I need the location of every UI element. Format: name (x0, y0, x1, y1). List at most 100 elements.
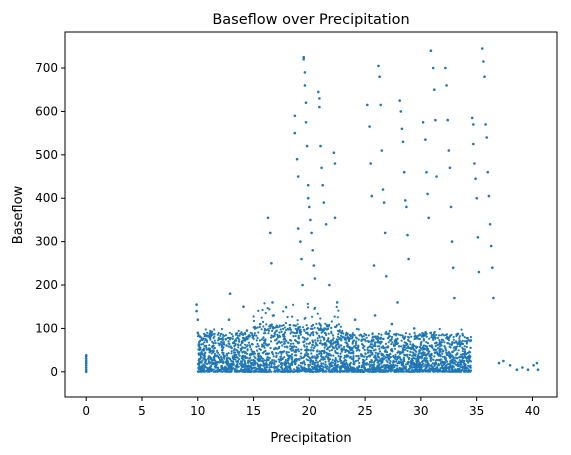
data-point (535, 361, 539, 365)
data-point (293, 131, 297, 135)
data-point (340, 331, 344, 335)
data-point (333, 216, 337, 220)
data-point (195, 303, 198, 306)
data-point (463, 353, 466, 356)
data-point (444, 66, 447, 70)
data-point (271, 301, 274, 304)
y-tick-label: 100 (35, 321, 58, 335)
data-point (433, 88, 436, 91)
data-point (235, 366, 239, 369)
data-point (295, 157, 299, 161)
data-point (373, 314, 377, 317)
data-point (84, 368, 88, 372)
y-tick-label: 400 (35, 191, 58, 205)
data-point (317, 90, 320, 94)
data-point (404, 199, 407, 202)
data-point (214, 361, 217, 365)
data-point (447, 149, 451, 152)
data-point (318, 105, 321, 109)
data-point (412, 327, 416, 330)
data-point (497, 361, 501, 365)
data-point (318, 97, 321, 100)
data-point (245, 329, 249, 332)
data-point (293, 114, 297, 118)
data-point (320, 166, 323, 170)
data-point (296, 227, 300, 230)
y-tick-label: 200 (35, 278, 58, 292)
data-point (346, 344, 349, 348)
data-point (502, 359, 505, 363)
data-point (477, 270, 481, 274)
data-point (425, 170, 428, 174)
data-point (328, 283, 331, 287)
chart-title: Baseflow over Precipitation (212, 12, 409, 28)
data-point (296, 175, 300, 178)
x-tick-label: 5 (138, 404, 146, 418)
data-point (353, 318, 357, 322)
x-axis-label: Precipitation (270, 431, 351, 446)
data-point (308, 205, 311, 209)
data-point (306, 196, 310, 200)
data-point (195, 309, 198, 313)
data-point (284, 366, 288, 369)
data-point (301, 283, 304, 287)
y-tick-label: 600 (35, 104, 58, 118)
data-point (333, 162, 337, 165)
data-point (303, 84, 307, 87)
data-point (381, 188, 385, 191)
data-point (309, 218, 312, 222)
data-point (212, 344, 215, 348)
data-point (445, 84, 448, 87)
data-point (435, 175, 438, 178)
data-point (467, 357, 471, 361)
data-point (431, 66, 435, 70)
data-point (335, 301, 339, 304)
data-point (84, 359, 88, 363)
data-point (227, 318, 231, 322)
x-tick-label: 0 (82, 404, 90, 418)
x-tick-label: 25 (357, 404, 372, 418)
data-point (302, 55, 306, 59)
x-tick-label: 30 (413, 404, 428, 418)
x-tick-label: 10 (190, 404, 205, 418)
data-point (399, 110, 403, 113)
data-point (406, 233, 409, 237)
data-point (526, 368, 530, 372)
data-point (536, 368, 540, 372)
data-point (242, 305, 245, 309)
data-point (383, 231, 387, 235)
data-point (385, 275, 388, 278)
data-point (306, 183, 310, 187)
data-point (369, 162, 373, 165)
plot-area (84, 47, 540, 374)
data-point (470, 116, 474, 120)
y-tick-label: 0 (50, 365, 58, 379)
data-point (405, 205, 408, 209)
data-point (380, 149, 384, 152)
data-point (84, 364, 88, 367)
data-point (379, 103, 383, 107)
y-tick-label: 500 (35, 148, 58, 162)
data-point (401, 140, 405, 144)
data-point (491, 266, 494, 270)
data-point (453, 296, 456, 300)
data-point (322, 201, 326, 204)
data-point (300, 257, 303, 261)
data-point (84, 370, 88, 374)
data-point (400, 127, 404, 131)
data-point (312, 264, 316, 267)
data-point (84, 366, 88, 369)
data-point (472, 142, 475, 146)
data-point (209, 331, 213, 335)
x-tick-label: 20 (302, 404, 317, 418)
data-point (515, 368, 519, 372)
data-point (446, 118, 450, 122)
data-point (321, 183, 325, 187)
data-point (448, 166, 452, 170)
data-point (224, 338, 227, 341)
data-point (196, 318, 200, 322)
data-point (378, 75, 381, 78)
data-point (434, 118, 437, 122)
data-point (313, 277, 317, 280)
